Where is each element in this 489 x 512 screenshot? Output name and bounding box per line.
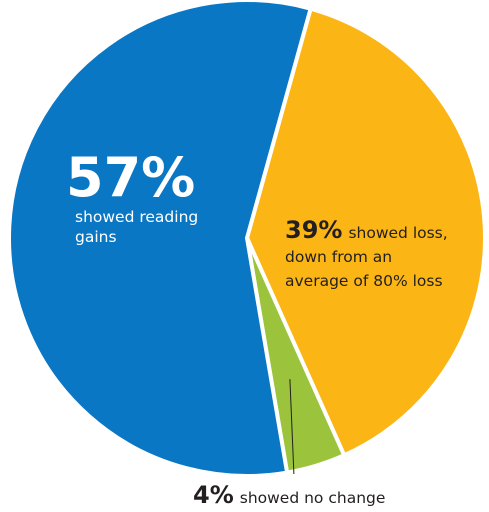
slice-label-3: 57% showed reading gains (66, 146, 198, 246)
pie-labels: 39% showed loss, down from an average of 80… (66, 146, 448, 509)
pie-slice-1 (245, 6, 487, 458)
pie-slice-3 (7, 0, 313, 478)
slice-pct-3: 57% (66, 146, 195, 209)
slice-desc-line: showed no change (240, 489, 386, 507)
slice-desc-line: down from an (285, 248, 392, 266)
pie-slices (7, 0, 487, 478)
slice-desc-line: showed reading (75, 208, 198, 226)
slice-desc-line: showed loss, (348, 224, 447, 242)
slice-desc-line: gains (75, 228, 117, 246)
slice-pct-1: 39% (285, 216, 342, 244)
slice-desc-line: average of 80% loss (285, 272, 443, 290)
slice-pct-2: 4% (193, 481, 234, 509)
slice-label-2: 4% showed no change (193, 481, 385, 509)
no-change-leader-line (289, 379, 295, 475)
slice-label-1: 39% showed loss, down from an average of 80… (285, 216, 448, 290)
